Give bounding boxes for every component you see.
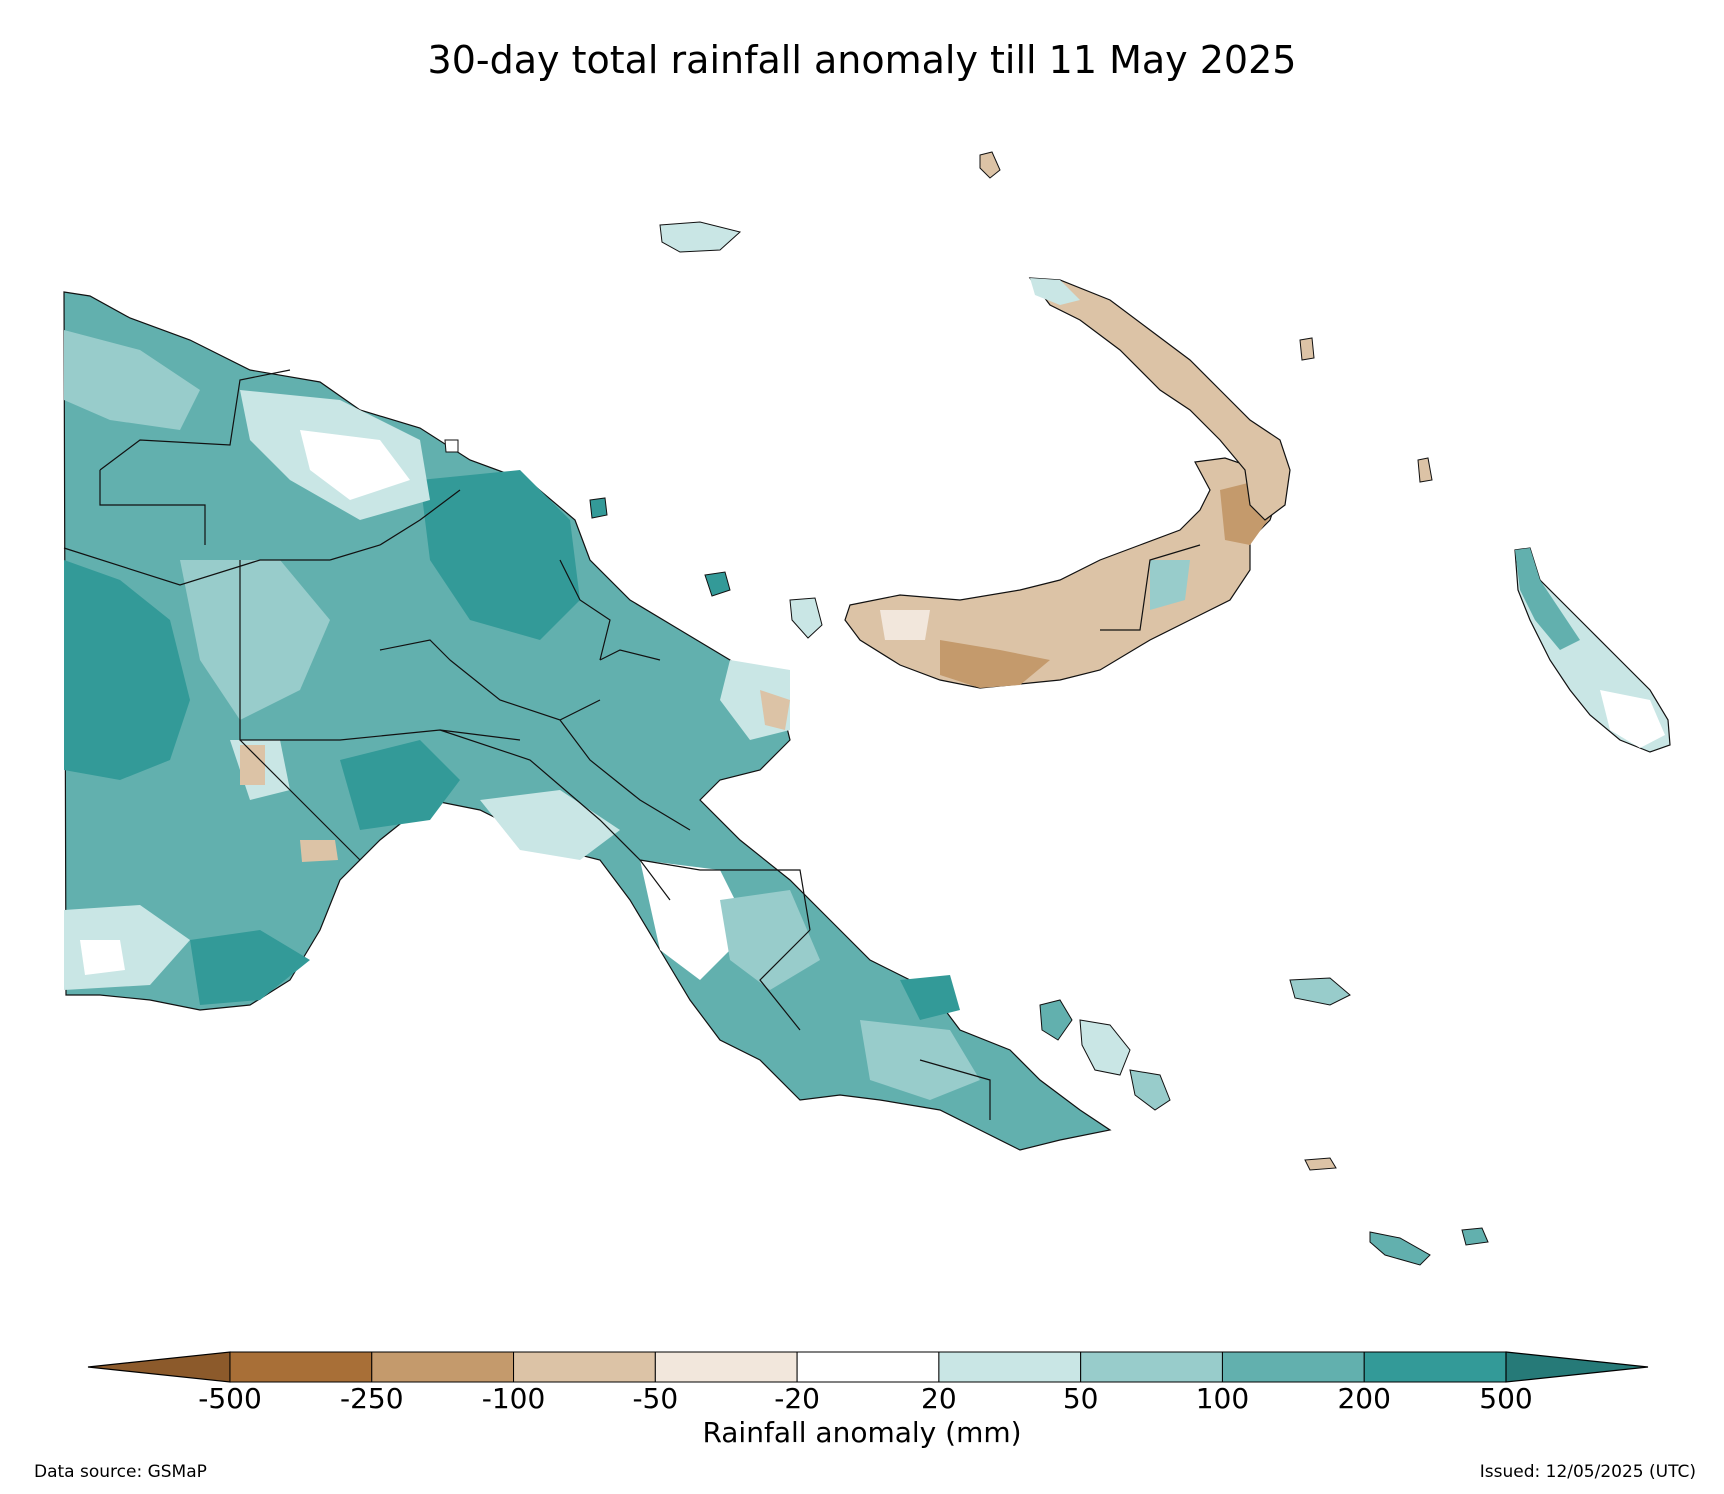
colorbar-segment: [938, 1351, 1082, 1383]
colorbar-segment: [796, 1351, 940, 1383]
province-boundary: [1100, 544, 1201, 631]
small-island: [979, 151, 1001, 179]
small-island: [1417, 457, 1433, 483]
anomaly-patch: [640, 860, 750, 980]
small-island: [444, 439, 459, 453]
colorbar-tick-label: -250: [339, 1382, 404, 1415]
colorbar-segment: [513, 1351, 656, 1383]
mainland-png: [63, 291, 1112, 1151]
small-island: [1039, 999, 1073, 1041]
colorbar-segment: [371, 1351, 515, 1383]
anomaly-patch: [940, 640, 1050, 688]
small-island: [1304, 1157, 1337, 1171]
small-island: [589, 497, 608, 519]
map-title: 30-day total rainfall anomaly till 11 Ma…: [427, 38, 1297, 82]
province-boundary: [63, 369, 991, 1120]
anomaly-patch: [1600, 690, 1665, 748]
colorbar-tick-label: -100: [481, 1382, 546, 1415]
anomaly-patch: [1030, 278, 1080, 305]
small-island: [789, 597, 823, 639]
colorbar-tick-label: -50: [632, 1382, 679, 1415]
colorbar-tick-label: 50: [1062, 1382, 1099, 1415]
anomaly-patch: [880, 610, 930, 640]
anomaly-patch: [900, 975, 960, 1020]
colorbar-segment: [229, 1351, 373, 1383]
anomaly-patch: [300, 430, 410, 500]
colorbar-extend-high: [1505, 1351, 1649, 1383]
colorbar-segment: [1363, 1351, 1507, 1383]
anomaly-patch: [180, 560, 330, 720]
rainfall-anomaly-map: [63, 151, 1671, 1266]
anomaly-patch: [64, 330, 200, 430]
colorbar-tick-label: 20: [921, 1382, 957, 1415]
colorbar-tick-label: -500: [198, 1382, 262, 1415]
anomaly-patch: [1150, 560, 1190, 610]
anomaly-patch: [240, 745, 265, 785]
issued-date-note: Issued: 12/05/2025 (UTC): [1479, 1462, 1696, 1482]
colorbar-tick-label: 100: [1195, 1382, 1250, 1415]
manus-island: [659, 221, 742, 253]
small-island: [1129, 1069, 1171, 1111]
colorbar-segment: [1221, 1351, 1365, 1383]
colorbar-tick-label: 500: [1479, 1382, 1533, 1415]
small-island: [1369, 1231, 1431, 1266]
small-island: [1079, 1019, 1131, 1076]
colorbar-segment: [1080, 1351, 1223, 1383]
colorbar-tick-label: -20: [774, 1382, 820, 1415]
small-island: [1299, 337, 1315, 361]
anomaly-patch: [300, 840, 338, 862]
anomaly-patch: [190, 930, 310, 1005]
colorbar-title: Rainfall anomaly (mm): [702, 1416, 1022, 1449]
data-source-note: Data source: GSMaP: [34, 1462, 207, 1482]
anomaly-patch: [1515, 548, 1580, 650]
anomaly-patch: [64, 560, 190, 780]
anomaly-patch: [760, 690, 790, 730]
anomaly-patch: [420, 470, 580, 640]
colorbar-tick-label: 200: [1337, 1382, 1391, 1415]
small-island: [1289, 977, 1351, 1006]
new-britain: [844, 457, 1281, 689]
anomaly-patch: [80, 940, 125, 975]
anomaly-patch: [340, 740, 460, 830]
small-island: [1461, 1227, 1489, 1246]
colorbar-segment: [654, 1351, 798, 1383]
colorbar-extend-low: [87, 1351, 231, 1383]
small-island: [704, 571, 731, 597]
anomaly-patch: [720, 890, 820, 990]
